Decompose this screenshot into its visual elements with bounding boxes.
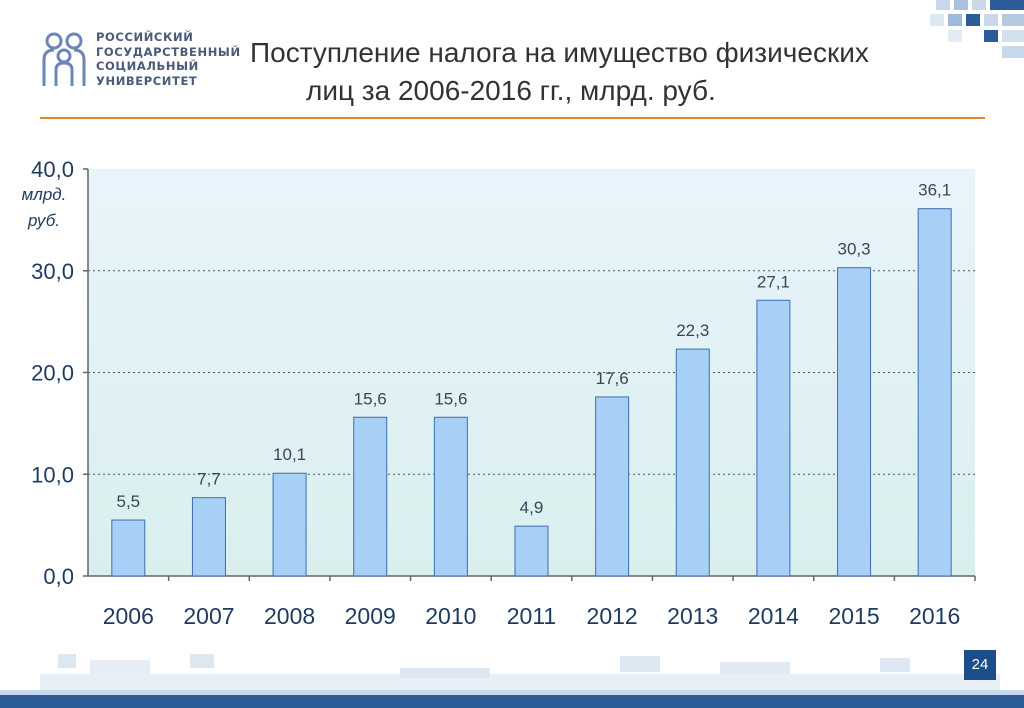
bar-2014: [756, 299, 791, 577]
data-label-2011: 4,9: [520, 498, 544, 517]
x-tick-label-2016: 2016: [909, 603, 960, 629]
bar-2006: [111, 519, 146, 577]
slide-title-line-1: Поступление налога на имущество физическ…: [250, 37, 869, 68]
x-tick-label-2008: 2008: [264, 603, 315, 629]
y-axis-unit-label: млрд.: [22, 185, 67, 204]
decorative-squares-top: [930, 0, 1024, 58]
bar-2008: [272, 472, 307, 577]
x-tick-label-2014: 2014: [748, 603, 799, 629]
y-tick-label: 20,0: [31, 361, 74, 386]
data-label-2009: 15,6: [354, 389, 387, 408]
data-label-2007: 7,7: [197, 470, 221, 489]
slide-title-line-2: лиц за 2006-2016 гг., млрд. руб.: [306, 75, 716, 106]
x-tick-label-2009: 2009: [345, 603, 396, 629]
data-label-2008: 10,1: [273, 445, 306, 464]
data-label-2015: 30,3: [837, 240, 870, 259]
bar-2012: [595, 396, 630, 577]
decorative-squares-bottom: [40, 654, 1000, 690]
university-name: РОССИЙСКИЙ ГОСУДАРСТВЕННЫЙ СОЦИАЛЬНЫЙ УН…: [96, 30, 246, 88]
plot-area: [88, 169, 975, 576]
x-tick-label-2012: 2012: [587, 603, 638, 629]
bar-2007: [191, 497, 226, 577]
bar-2015: [837, 267, 872, 577]
bar-2013: [675, 348, 710, 577]
logo-line-2: ГОСУДАРСТВЕННЫЙ: [96, 44, 241, 59]
x-tick-label-2007: 2007: [183, 603, 234, 629]
x-tick-label-2006: 2006: [103, 603, 154, 629]
bar-2011: [514, 525, 549, 577]
slide-title: Поступление налога на имущество физическ…: [250, 34, 970, 110]
bar-2016: [917, 208, 952, 577]
bar-2009: [353, 416, 388, 577]
page-number: 24: [964, 650, 996, 680]
bar-2010: [433, 416, 468, 577]
y-tick-label: 30,0: [31, 259, 74, 284]
x-tick-label-2011: 2011: [507, 603, 556, 629]
title-divider: [40, 117, 985, 119]
logo-line-4: УНИВЕРСИТЕТ: [96, 73, 198, 88]
data-label-2014: 27,1: [757, 272, 790, 291]
data-label-2006: 5,5: [116, 492, 140, 511]
footer-bar: [0, 695, 1024, 708]
logo-line-1: РОССИЙСКИЙ: [96, 30, 194, 44]
x-tick-label-2010: 2010: [425, 603, 476, 629]
y-tick-label: 0,0: [43, 564, 74, 589]
data-label-2013: 22,3: [676, 321, 709, 340]
footer-strip: [0, 690, 1024, 695]
logo-line-3: СОЦИАЛЬНЫЙ: [96, 59, 199, 73]
y-axis-unit-label: руб.: [27, 211, 60, 230]
y-tick-label: 40,0: [31, 157, 74, 182]
data-label-2016: 36,1: [918, 181, 951, 200]
y-tick-label: 10,0: [31, 462, 74, 487]
data-label-2010: 15,6: [434, 389, 467, 408]
data-label-2012: 17,6: [596, 369, 629, 388]
x-tick-label-2015: 2015: [828, 603, 879, 629]
x-tick-label-2013: 2013: [667, 603, 718, 629]
university-logo-icon: [40, 30, 90, 93]
